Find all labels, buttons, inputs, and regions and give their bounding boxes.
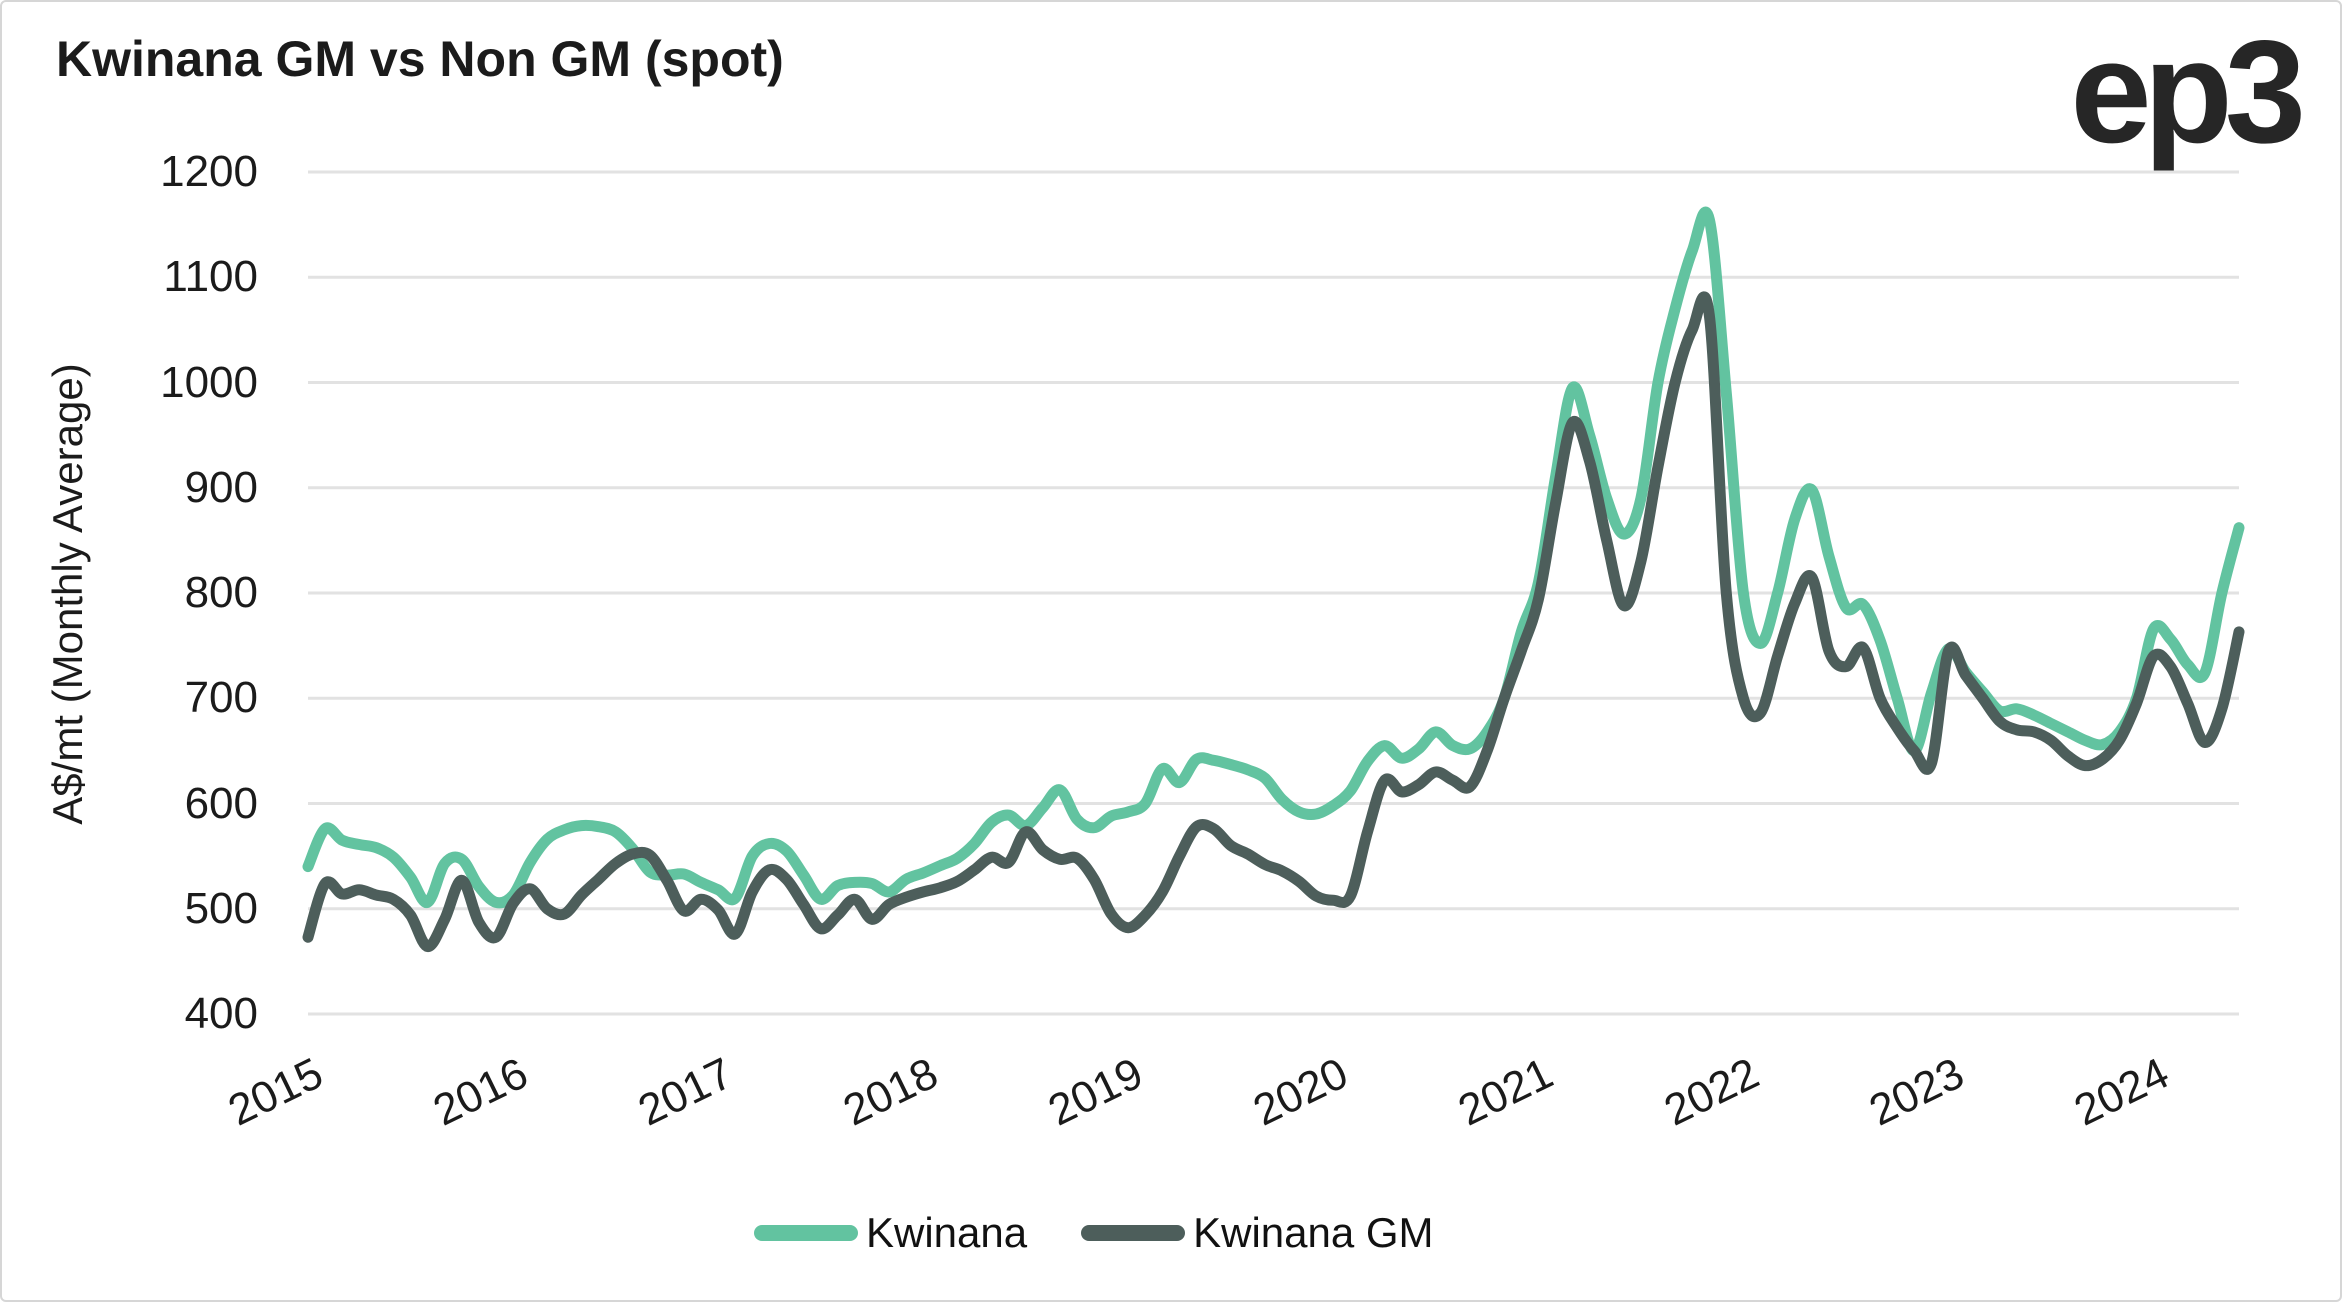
y-tick-500: 500: [184, 883, 258, 933]
y-tick-800: 800: [184, 568, 258, 617]
legend: Kwinana Kwinana GM: [754, 1205, 1434, 1261]
legend-swatch-icon: [754, 1225, 858, 1241]
legend-label: Kwinana GM: [1193, 1209, 1434, 1256]
legend-label: Kwinana: [866, 1209, 1028, 1256]
y-tick-1000: 1000: [160, 357, 258, 407]
y-tick-1100: 1100: [163, 252, 258, 302]
y-tick-1200: 1200: [160, 147, 258, 196]
ep3-logo: ep3: [2070, 10, 2306, 173]
kwinana-line: [302, 206, 2245, 909]
y-tick-600: 600: [184, 778, 258, 828]
y-tick-900: 900: [184, 462, 258, 512]
chart-title: Kwinana GM vs Non GM (spot): [56, 31, 784, 87]
kwinana-gm-line: [302, 291, 2245, 953]
legend-item-kwinana: Kwinana: [754, 1209, 1027, 1257]
y-tick-400: 400: [184, 989, 258, 1038]
y-tick-700: 700: [184, 673, 258, 723]
legend-item-kwinana-gm: Kwinana GM: [1081, 1209, 1434, 1257]
legend-swatch-icon: [1081, 1225, 1186, 1241]
